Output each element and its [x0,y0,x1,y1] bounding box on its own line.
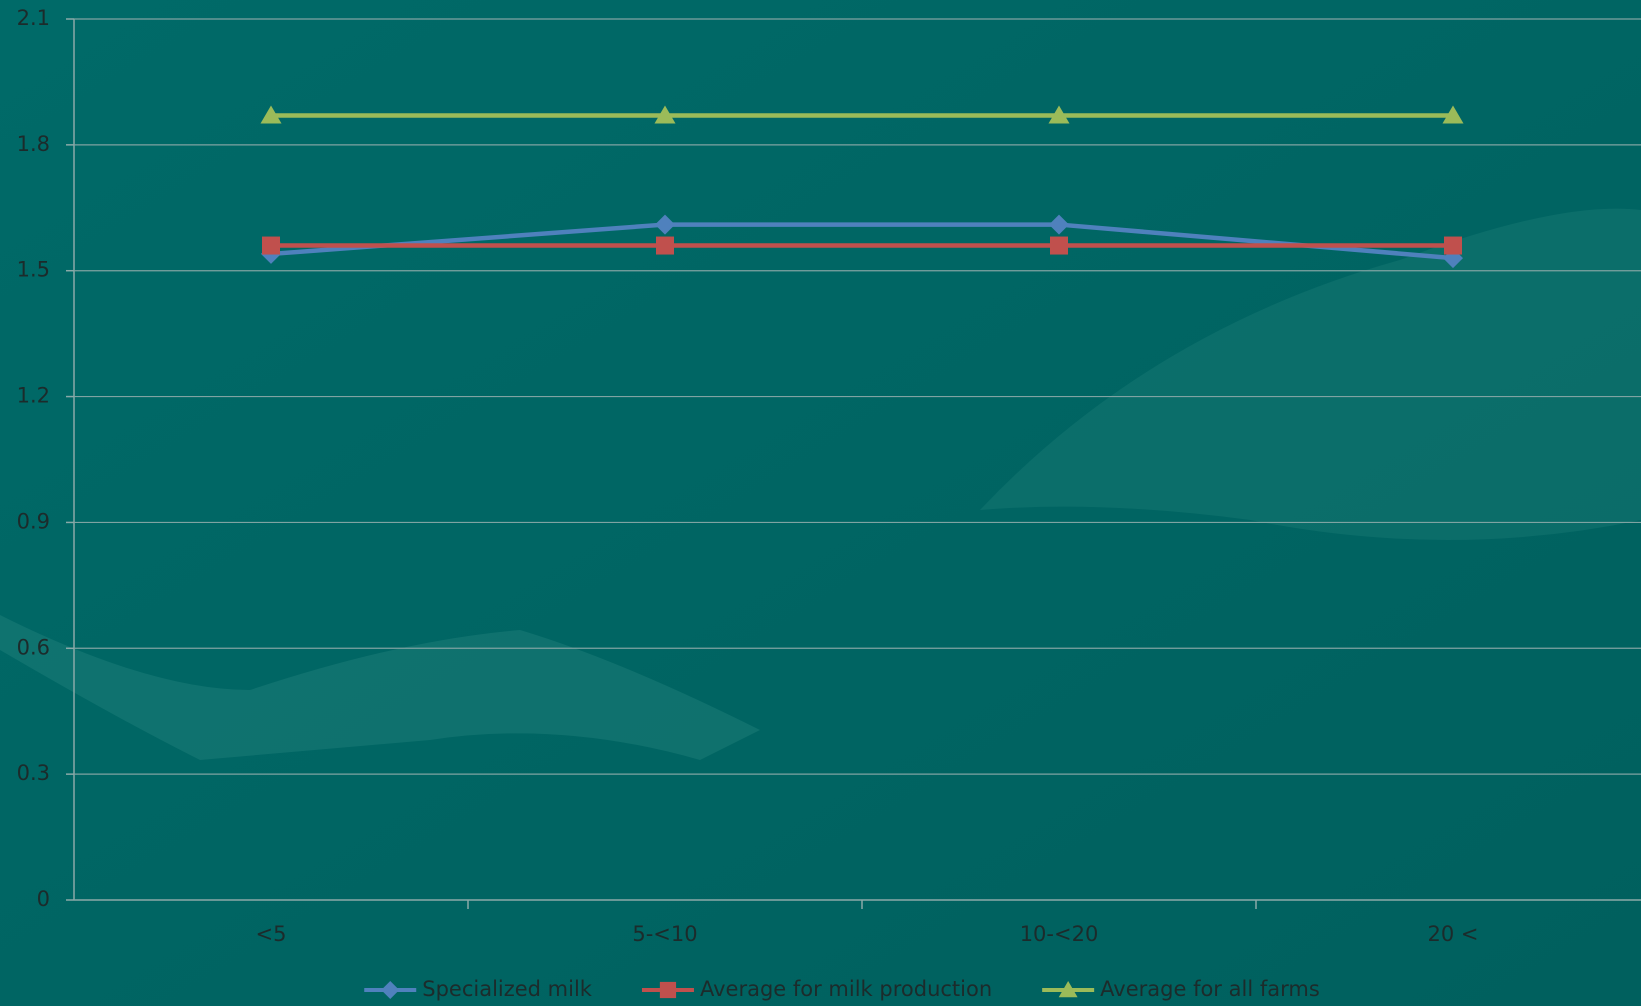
y-tick-label: 0 [37,887,50,911]
marker [654,105,676,124]
marker [1048,105,1070,124]
y-tick-label: 1.5 [17,258,50,282]
marker [1444,236,1462,255]
legend-marker [659,981,677,999]
x-tick-label: 10-<20 [1020,922,1099,946]
x-tick-label: 20 < [1428,922,1479,946]
marker [655,214,675,235]
marker [656,236,674,255]
background-shape [980,208,1641,541]
y-tick-label: 1.2 [17,384,50,408]
legend-label: Specialized milk [422,977,593,1001]
marker [1050,236,1068,255]
legend-label: Average for milk production [700,977,992,1001]
marker [1049,214,1069,235]
y-tick-label: 0.6 [17,635,50,659]
x-tick-label: 5-<10 [632,922,697,946]
marker [1442,105,1464,124]
y-tick-label: 1.8 [17,132,50,156]
y-tick-label: 0.9 [17,509,50,533]
legend-label: Average for all farms [1100,977,1320,1001]
y-tick-label: 2.1 [17,6,50,30]
y-tick-label: 0.3 [17,761,50,785]
legend-marker [381,981,400,999]
series-line [270,222,1454,261]
x-tick-label: <5 [256,922,287,946]
legend-marker [1058,981,1078,998]
marker [260,105,282,124]
marker [262,236,280,255]
background-hand [0,615,760,760]
